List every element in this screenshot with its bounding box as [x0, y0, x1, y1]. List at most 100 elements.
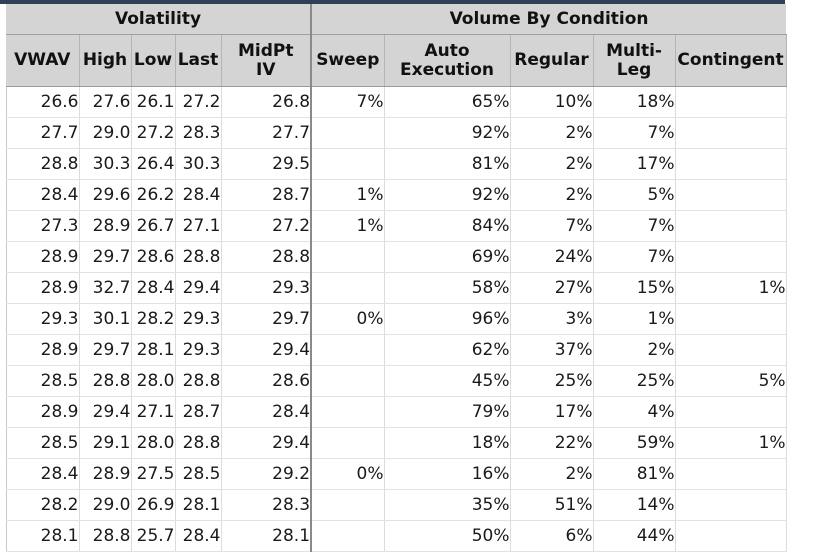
cell-high: 28.9	[79, 210, 132, 242]
cell-multi-leg: 1%	[593, 303, 676, 335]
table-row[interactable]: 28.9 32.7 28.4 29.4 29.3 58% 27% 15% 1%	[0, 272, 787, 304]
cell-sweep: 0%	[311, 458, 385, 490]
column-header-high[interactable]: High	[79, 34, 132, 87]
cell-last: 28.8	[175, 365, 222, 397]
cell-sweep: 1%	[311, 179, 385, 211]
column-header-multi-leg[interactable]: Multi- Leg	[593, 34, 676, 87]
cell-regular: 3%	[510, 303, 594, 335]
cell-contingent	[675, 241, 787, 273]
table-row[interactable]: 28.2 29.0 26.9 28.1 28.3 35% 51% 14%	[0, 489, 787, 521]
column-header-regular[interactable]: Regular	[510, 34, 594, 87]
cell-vwav: 28.5	[0, 427, 80, 459]
column-header-label: Multi- Leg	[606, 40, 662, 80]
cell-last: 28.4	[175, 520, 222, 552]
cell-last: 28.7	[175, 396, 222, 428]
table-row[interactable]: 28.9 29.7 28.6 28.8 28.8 69% 24% 7%	[0, 241, 787, 273]
cell-vwav: 28.4	[0, 458, 80, 490]
cell-multi-leg: 25%	[593, 365, 676, 397]
cell-auto-execution: 96%	[384, 303, 511, 335]
cell-midpt-iv: 28.4	[221, 396, 313, 428]
column-header-auto-execution[interactable]: Auto Execution	[384, 34, 511, 87]
cell-auto-execution: 35%	[384, 489, 511, 521]
table-row[interactable]: 28.8 30.3 26.4 30.3 29.5 81% 2% 17%	[0, 148, 787, 180]
cell-contingent	[675, 117, 787, 149]
cell-contingent	[675, 148, 787, 180]
cell-high: 29.7	[79, 334, 132, 366]
cell-last: 28.1	[175, 489, 222, 521]
cell-regular: 7%	[510, 210, 594, 242]
column-header-contingent[interactable]: Contingent	[675, 34, 787, 87]
column-header-label: High	[82, 50, 128, 70]
cell-auto-execution: 50%	[384, 520, 511, 552]
cell-regular: 2%	[510, 148, 594, 180]
cell-auto-execution: 92%	[384, 117, 511, 149]
cell-auto-execution: 92%	[384, 179, 511, 211]
cell-contingent	[675, 334, 787, 366]
cell-vwav: 28.4	[0, 179, 80, 211]
cell-auto-execution: 65%	[384, 86, 511, 118]
cell-contingent	[675, 303, 787, 335]
cell-sweep	[311, 489, 385, 521]
cell-contingent: 5%	[675, 365, 787, 397]
table-row[interactable]: 27.3 28.9 26.7 27.1 27.2 1% 84% 7% 7%	[0, 210, 787, 242]
column-header-label: Contingent	[677, 50, 784, 70]
cell-vwav: 28.9	[0, 241, 80, 273]
cell-vwav: 28.5	[0, 365, 80, 397]
column-header-vwav[interactable]: VWAV	[0, 34, 80, 87]
cell-regular: 37%	[510, 334, 594, 366]
cell-high: 29.0	[79, 117, 132, 149]
cell-regular: 2%	[510, 179, 594, 211]
column-header-low[interactable]: Low	[131, 34, 176, 87]
table-row[interactable]: 28.4 29.6 26.2 28.4 28.7 1% 92% 2% 5%	[0, 179, 787, 211]
cell-regular: 25%	[510, 365, 594, 397]
cell-auto-execution: 62%	[384, 334, 511, 366]
cell-high: 29.4	[79, 396, 132, 428]
table-row[interactable]: 28.1 28.8 25.7 28.4 28.1 50% 6% 44%	[0, 520, 787, 552]
cell-last: 29.4	[175, 272, 222, 304]
cell-regular: 17%	[510, 396, 594, 428]
grid-body: 26.6 27.6 26.1 27.2 26.8 7% 65% 10% 18% 27.7 29.0 2…	[0, 86, 787, 552]
cell-midpt-iv: 28.6	[221, 365, 313, 397]
cell-vwav: 28.1	[0, 520, 80, 552]
table-row[interactable]: 28.5 28.8 28.0 28.8 28.6 45% 25% 25% 5%	[0, 365, 787, 397]
cell-auto-execution: 81%	[384, 148, 511, 180]
cell-multi-leg: 7%	[593, 117, 676, 149]
column-header-label: MidPt IV	[238, 40, 294, 80]
table-row[interactable]: 28.5 29.1 28.0 28.8 29.4 18% 22% 59% 1%	[0, 427, 787, 459]
table-row[interactable]: 29.3 30.1 28.2 29.3 29.7 0% 96% 3% 1%	[0, 303, 787, 335]
cell-midpt-iv: 28.1	[221, 520, 313, 552]
cell-low: 27.5	[131, 458, 176, 490]
group-header-volume-by-condition: Volume By Condition	[311, 4, 787, 35]
cell-contingent	[675, 210, 787, 242]
cell-regular: 51%	[510, 489, 594, 521]
cell-high: 30.3	[79, 148, 132, 180]
column-header-label: Auto Execution	[400, 40, 495, 80]
cell-contingent	[675, 489, 787, 521]
cell-last: 30.3	[175, 148, 222, 180]
table-row[interactable]: 28.9 29.4 27.1 28.7 28.4 79% 17% 4%	[0, 396, 787, 428]
table-row[interactable]: 27.7 29.0 27.2 28.3 27.7 92% 2% 7%	[0, 117, 787, 149]
cell-last: 27.1	[175, 210, 222, 242]
cell-auto-execution: 45%	[384, 365, 511, 397]
cell-midpt-iv: 27.2	[221, 210, 313, 242]
cell-low: 28.2	[131, 303, 176, 335]
column-header-row: VWAV High Low Last MidPt IV Sweep Auto Executi…	[0, 34, 787, 87]
column-header-last[interactable]: Last	[175, 34, 222, 87]
cell-regular: 6%	[510, 520, 594, 552]
cell-last: 28.8	[175, 241, 222, 273]
column-header-sweep[interactable]: Sweep	[311, 34, 385, 87]
cell-multi-leg: 14%	[593, 489, 676, 521]
table-row[interactable]: 26.6 27.6 26.1 27.2 26.8 7% 65% 10% 18%	[0, 86, 787, 118]
cell-last: 29.3	[175, 334, 222, 366]
cell-low: 26.9	[131, 489, 176, 521]
cell-contingent	[675, 179, 787, 211]
cell-high: 28.8	[79, 520, 132, 552]
cell-midpt-iv: 29.7	[221, 303, 313, 335]
cell-sweep: 7%	[311, 86, 385, 118]
table-row[interactable]: 28.4 28.9 27.5 28.5 29.2 0% 16% 2% 81%	[0, 458, 787, 490]
cell-multi-leg: 81%	[593, 458, 676, 490]
table-row[interactable]: 28.9 29.7 28.1 29.3 29.4 62% 37% 2%	[0, 334, 787, 366]
cell-high: 29.7	[79, 241, 132, 273]
cell-vwav: 28.9	[0, 396, 80, 428]
column-header-midpt-iv[interactable]: MidPt IV	[221, 34, 313, 87]
